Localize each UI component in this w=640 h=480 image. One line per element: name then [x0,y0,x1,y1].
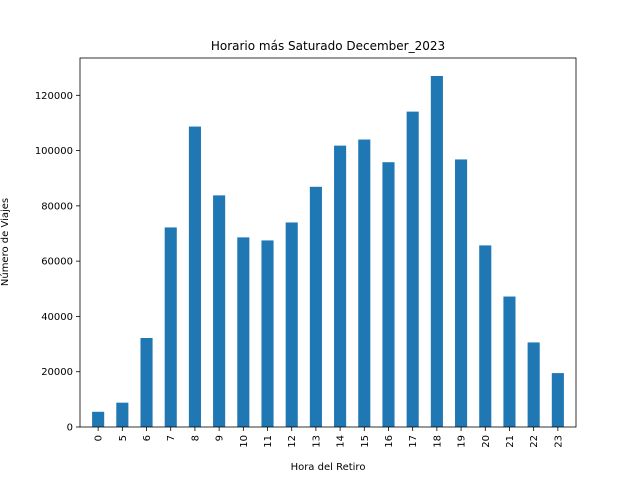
bar-hour-10 [237,237,250,427]
x-tick-label: 13 [311,435,322,448]
bar-hour-6 [140,337,153,427]
bar-hour-14 [334,145,347,427]
x-tick-label: 14 [336,435,347,448]
bar-hour-11 [261,240,274,427]
x-tick-label: 22 [529,435,540,448]
x-tick-label: 0 [94,435,105,441]
x-tick-label: 19 [457,435,468,448]
x-tick-label: 5 [118,435,129,441]
bar-hour-19 [455,159,468,428]
x-tick-label: 6 [142,435,153,441]
x-tick-label: 12 [287,435,298,448]
x-tick-label: 7 [166,435,177,441]
x-tick-label: 20 [481,435,492,448]
x-tick-label: 16 [384,435,395,448]
bar-hour-18 [430,75,443,427]
bar-hour-0 [92,411,105,427]
bar-hour-9 [213,195,226,427]
bar-hour-21 [503,296,516,427]
y-tick-label: 60000 [41,257,73,268]
y-axis-label: Número de Viajes [0,198,11,286]
x-tick-label: 23 [553,435,564,448]
bar-hour-20 [479,245,492,427]
y-axis: 0 20000 40000 60000 80000 100000 120000 [35,91,80,434]
x-tick-label: 15 [360,435,371,448]
plot-frame [79,57,577,428]
x-tick-label: 8 [190,435,201,441]
chart-title: Horario más Saturado December_2023 [211,39,445,53]
y-tick-label: 40000 [41,312,73,323]
x-tick-label: 18 [432,435,443,448]
bar-hour-16 [382,162,395,427]
bar-hour-23 [551,373,564,427]
x-axis: 0 5 6 7 8 9 10 11 12 13 14 15 16 17 18 19 20 21 22 23 [94,427,564,448]
x-tick-label: 17 [408,435,419,448]
y-tick-label: 80000 [41,201,73,212]
x-tick-label: 10 [239,435,250,448]
x-tick-label: 9 [215,435,226,441]
bar-hour-12 [285,222,298,427]
bars-group [92,75,564,428]
bar-hour-13 [309,186,322,427]
bar-hour-17 [406,111,419,428]
y-tick-label: 20000 [41,367,73,378]
x-tick-label: 11 [263,435,274,448]
y-tick-label: 0 [67,423,73,434]
x-axis-label: Hora del Retiro [291,462,366,473]
bar-hour-8 [188,126,201,428]
bar-hour-7 [164,227,177,427]
bar-hour-5 [116,402,129,427]
y-tick-label: 100000 [35,146,73,157]
bar-hour-15 [358,139,371,428]
x-tick-label: 21 [505,435,516,448]
y-tick-label: 120000 [35,91,73,102]
bar-hour-22 [527,342,540,427]
